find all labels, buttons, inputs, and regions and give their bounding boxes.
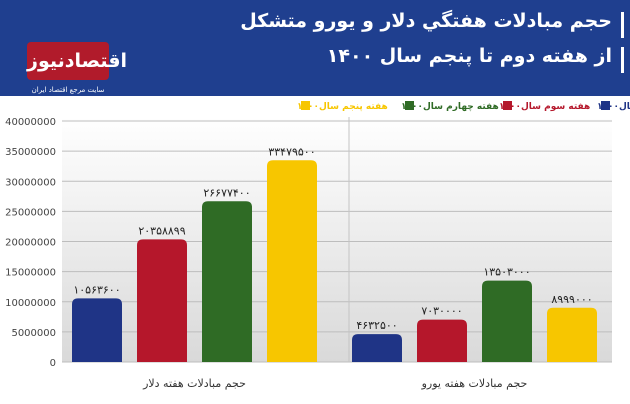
data-label: ۷۰۳۰۰۰۰ bbox=[421, 305, 462, 318]
brand-logo: اقتصادنیوز bbox=[27, 42, 127, 80]
data-label: ۴۶۳۲۵۰۰ bbox=[356, 319, 397, 332]
data-label: ۱۳۵۰۳۰۰۰ bbox=[483, 266, 530, 279]
legend-swatch bbox=[405, 101, 414, 110]
data-label: ۳۳۴۷۹۵۰۰ bbox=[268, 145, 315, 158]
bar bbox=[202, 201, 252, 362]
legend-swatch bbox=[503, 101, 512, 110]
y-tick-label: 40000000 bbox=[5, 117, 56, 128]
data-label: ۲۶۶۷۷۴۰۰ bbox=[203, 186, 250, 199]
bar bbox=[417, 319, 467, 362]
title-marker bbox=[621, 12, 624, 38]
bar-chart: 0 5000000 10000000 15000000 20000000 25000000… bbox=[5, 101, 630, 390]
y-tick-label: 35000000 bbox=[5, 147, 56, 158]
x-category-label: حجم مبادلات هفته یورو bbox=[421, 377, 528, 390]
y-tick-label: 20000000 bbox=[5, 238, 56, 249]
legend-label: هفته دوم سال۱۴۰۰ bbox=[597, 102, 630, 112]
y-tick-label: 10000000 bbox=[5, 298, 56, 309]
legend-label: هفته چهارم سال۱۴۰۰ bbox=[401, 102, 499, 112]
data-label: ۱۰۵۶۳۶۰۰ bbox=[73, 283, 120, 296]
bar bbox=[267, 160, 317, 362]
y-tick-label: 25000000 bbox=[5, 207, 56, 218]
legend-swatch bbox=[601, 101, 610, 110]
y-tick-label: 5000000 bbox=[11, 328, 56, 339]
legend-label: هفته سوم سال۱۴۰۰ bbox=[499, 102, 590, 112]
y-tick-label: 15000000 bbox=[5, 268, 56, 279]
bar bbox=[482, 280, 532, 362]
subtitle-marker bbox=[621, 47, 624, 73]
chart-subtitle: از هفته دوم تا پنجم سال ۱۴۰۰ bbox=[326, 45, 612, 67]
data-label: ۸۹۹۹۰۰۰ bbox=[551, 293, 592, 306]
bar bbox=[137, 239, 187, 362]
chart-title: حجم مبادلات هفتگي دلار و یورو متشکل bbox=[240, 10, 612, 32]
data-label: ۲۰۳۵۸۸۹۹ bbox=[138, 224, 185, 237]
header-banner: حجم مبادلات هفتگي دلار و یورو متشکل از ه… bbox=[0, 0, 630, 96]
x-category-label: حجم مبادلات هفته دلار bbox=[142, 377, 246, 390]
y-tick-label: 30000000 bbox=[5, 177, 56, 188]
bar bbox=[547, 307, 597, 362]
brand-tagline: سایت مرجع اقتصاد ایران bbox=[31, 86, 105, 94]
bar bbox=[72, 298, 122, 362]
legend-swatch bbox=[301, 101, 310, 110]
y-tick-label: 0 bbox=[50, 358, 56, 369]
legend-label: هفته پنجم سال۱۴۰۰ bbox=[297, 102, 388, 112]
bar bbox=[352, 334, 402, 362]
